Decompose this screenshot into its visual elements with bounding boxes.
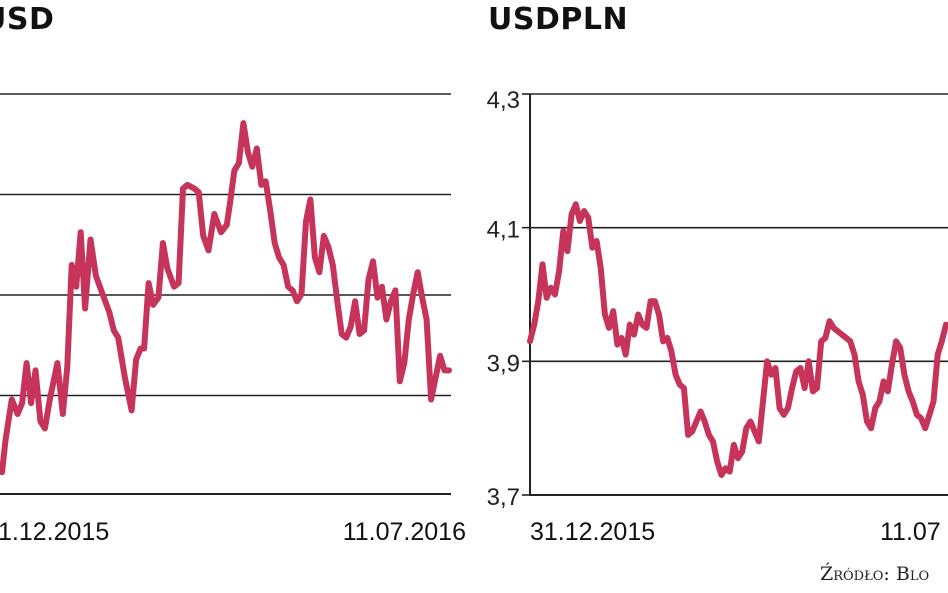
x-tick-label: 11.07 xyxy=(880,518,941,546)
x-tick-label: 31.12.2015 xyxy=(530,518,655,546)
y-tick-label: 3,7 xyxy=(487,484,520,511)
y-tick-label: 3,9 xyxy=(487,350,520,377)
x-tick-label: 1.12.2015 xyxy=(0,518,109,546)
source-note: Źródło: Blo xyxy=(820,563,930,585)
x-tick-label: 11.07.2016 xyxy=(343,518,466,546)
usd-series-line xyxy=(0,120,452,476)
usd-plot: 1.12.2015 11.07.2016 xyxy=(0,93,466,546)
chart-title: USD xyxy=(0,2,55,37)
y-tick-label: 4,3 xyxy=(487,87,520,114)
y-tick-label: 4,1 xyxy=(487,217,520,244)
usdpln-series-line xyxy=(527,201,948,478)
chart-title: USDPLN xyxy=(488,2,629,37)
